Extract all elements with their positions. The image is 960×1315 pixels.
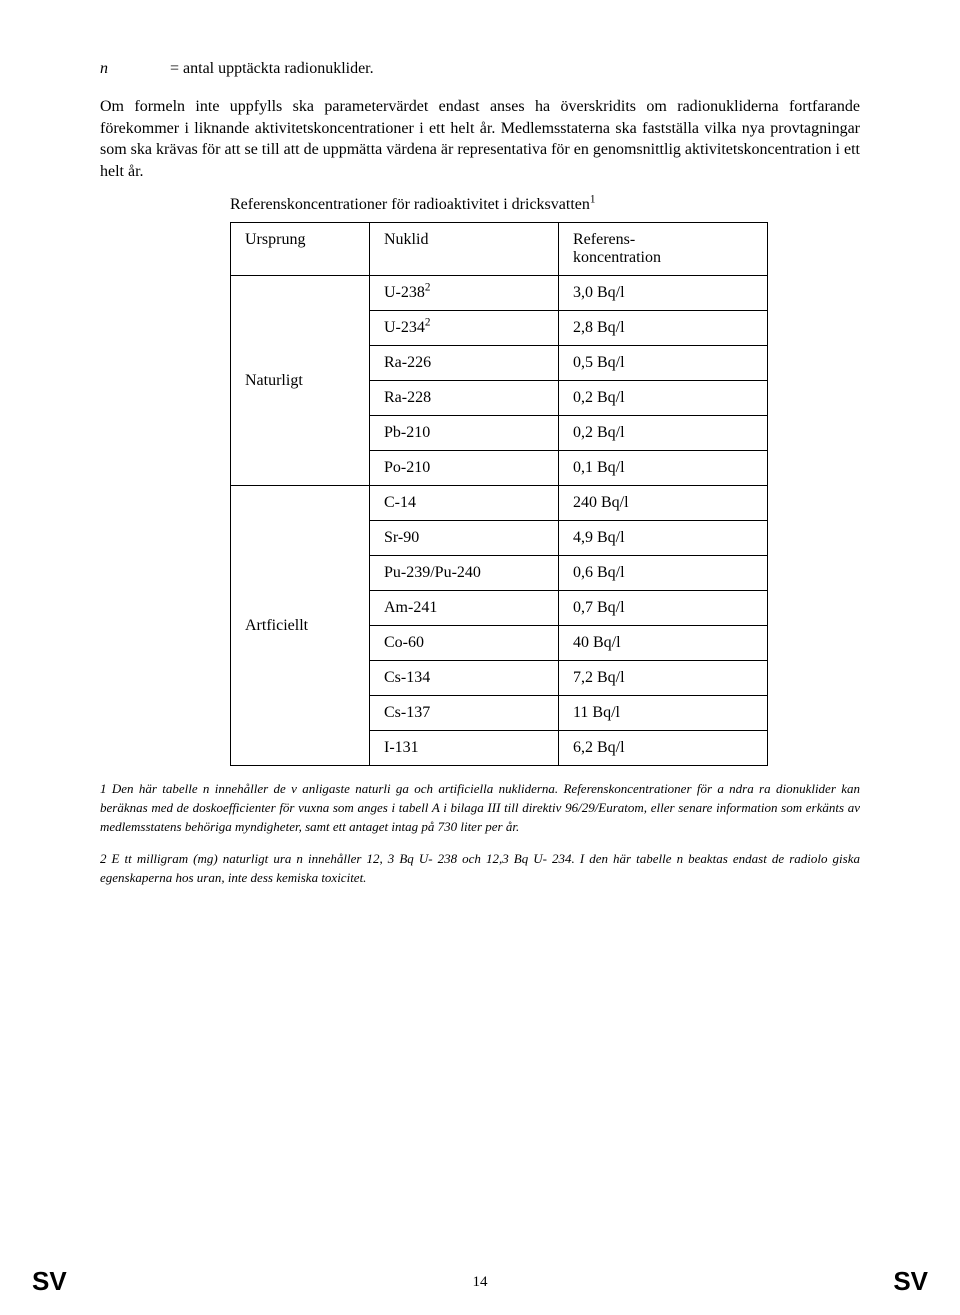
- ref-cell: 40 Bq/l: [559, 626, 768, 661]
- nuklid-cell: Po-210: [370, 451, 559, 486]
- nuklid-cell: C-14: [370, 486, 559, 521]
- origin-cell: Artficiellt: [231, 486, 370, 766]
- ref-cell: 2,8 Bq/l: [559, 311, 768, 346]
- footnote-1: 1 Den här tabelle n innehåller de v anli…: [100, 780, 860, 837]
- origin-cell: Naturligt: [231, 276, 370, 486]
- footnote-2: 2 E tt milligram (mg) naturligt ura n in…: [100, 850, 860, 888]
- ref-cell: 0,2 Bq/l: [559, 416, 768, 451]
- page-footer: 14 SV SV: [0, 1274, 960, 1297]
- header-nuklid: Nuklid: [370, 223, 559, 276]
- ref-cell: 0,5 Bq/l: [559, 346, 768, 381]
- nuklid-cell: U-2342: [370, 311, 559, 346]
- nuklid-cell: Pb-210: [370, 416, 559, 451]
- ref-cell: 6,2 Bq/l: [559, 731, 768, 766]
- nuklid-cell: Cs-134: [370, 661, 559, 696]
- header-origin: Ursprung: [231, 223, 370, 276]
- table-caption-text: Referenskoncentrationer för radioaktivit…: [230, 196, 590, 213]
- nuklid-cell: Ra-226: [370, 346, 559, 381]
- paragraph-1: Om formeln inte uppfylls ska parametervä…: [100, 96, 860, 182]
- nuklid-cell: Sr-90: [370, 521, 559, 556]
- ref-cell: 240 Bq/l: [559, 486, 768, 521]
- ref-cell: 4,9 Bq/l: [559, 521, 768, 556]
- definition-line: n = antal upptäckta radionuklider.: [100, 60, 860, 78]
- ref-cell: 7,2 Bq/l: [559, 661, 768, 696]
- nuklid-cell: Cs-137: [370, 696, 559, 731]
- nuklid-cell: Pu-239/Pu-240: [370, 556, 559, 591]
- table-caption-sup: 1: [590, 194, 596, 206]
- footer-sv-right: SV: [893, 1266, 928, 1297]
- nuklid-cell: U-2382: [370, 276, 559, 311]
- header-ref: Referens-koncentration: [559, 223, 768, 276]
- table-row: ArtficielltC-14240 Bq/l: [231, 486, 768, 521]
- footer-sv-left: SV: [32, 1266, 67, 1297]
- table-header-row: UrsprungNuklidReferens-koncentration: [231, 223, 768, 276]
- nuklid-cell: Co-60: [370, 626, 559, 661]
- definition-text: = antal upptäckta radionuklider.: [170, 60, 374, 78]
- ref-cell: 3,0 Bq/l: [559, 276, 768, 311]
- table-caption: Referenskoncentrationer för radioaktivit…: [230, 196, 860, 214]
- reference-table: UrsprungNuklidReferens-koncentrationNatu…: [230, 222, 768, 766]
- nuklid-cell: Ra-228: [370, 381, 559, 416]
- ref-cell: 0,1 Bq/l: [559, 451, 768, 486]
- nuklid-cell: Am-241: [370, 591, 559, 626]
- nuklid-cell: I-131: [370, 731, 559, 766]
- ref-cell: 0,7 Bq/l: [559, 591, 768, 626]
- table-row: NaturligtU-23823,0 Bq/l: [231, 276, 768, 311]
- ref-cell: 0,2 Bq/l: [559, 381, 768, 416]
- ref-cell: 0,6 Bq/l: [559, 556, 768, 591]
- ref-cell: 11 Bq/l: [559, 696, 768, 731]
- definition-symbol: n: [100, 60, 170, 78]
- page-number: 14: [0, 1274, 960, 1297]
